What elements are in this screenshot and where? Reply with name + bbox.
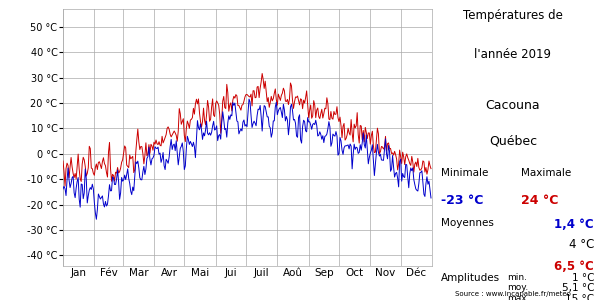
Text: 24 °C: 24 °C <box>521 194 558 206</box>
Text: Cacouna: Cacouna <box>485 99 541 112</box>
Text: 1,4 °C: 1,4 °C <box>554 218 594 230</box>
Text: l'année 2019: l'année 2019 <box>475 48 551 61</box>
Text: Source : www.incapable.fr/meteo: Source : www.incapable.fr/meteo <box>455 291 571 297</box>
Text: 4 °C: 4 °C <box>569 238 594 251</box>
Text: 15 °C: 15 °C <box>565 294 594 300</box>
Text: Températures de: Températures de <box>463 9 563 22</box>
Text: moy.: moy. <box>507 284 528 292</box>
Text: Québec: Québec <box>489 135 537 148</box>
Text: Maximale: Maximale <box>521 168 571 178</box>
Text: Moyennes: Moyennes <box>441 218 494 227</box>
Text: 1 °C: 1 °C <box>571 273 594 283</box>
Text: Amplitudes: Amplitudes <box>441 273 500 283</box>
Text: max.: max. <box>507 294 530 300</box>
Text: 6,5 °C: 6,5 °C <box>554 260 594 272</box>
Text: min.: min. <box>507 273 527 282</box>
Text: 5,1 °C: 5,1 °C <box>562 284 594 293</box>
Text: -23 °C: -23 °C <box>441 194 484 206</box>
Text: Minimale: Minimale <box>441 168 488 178</box>
